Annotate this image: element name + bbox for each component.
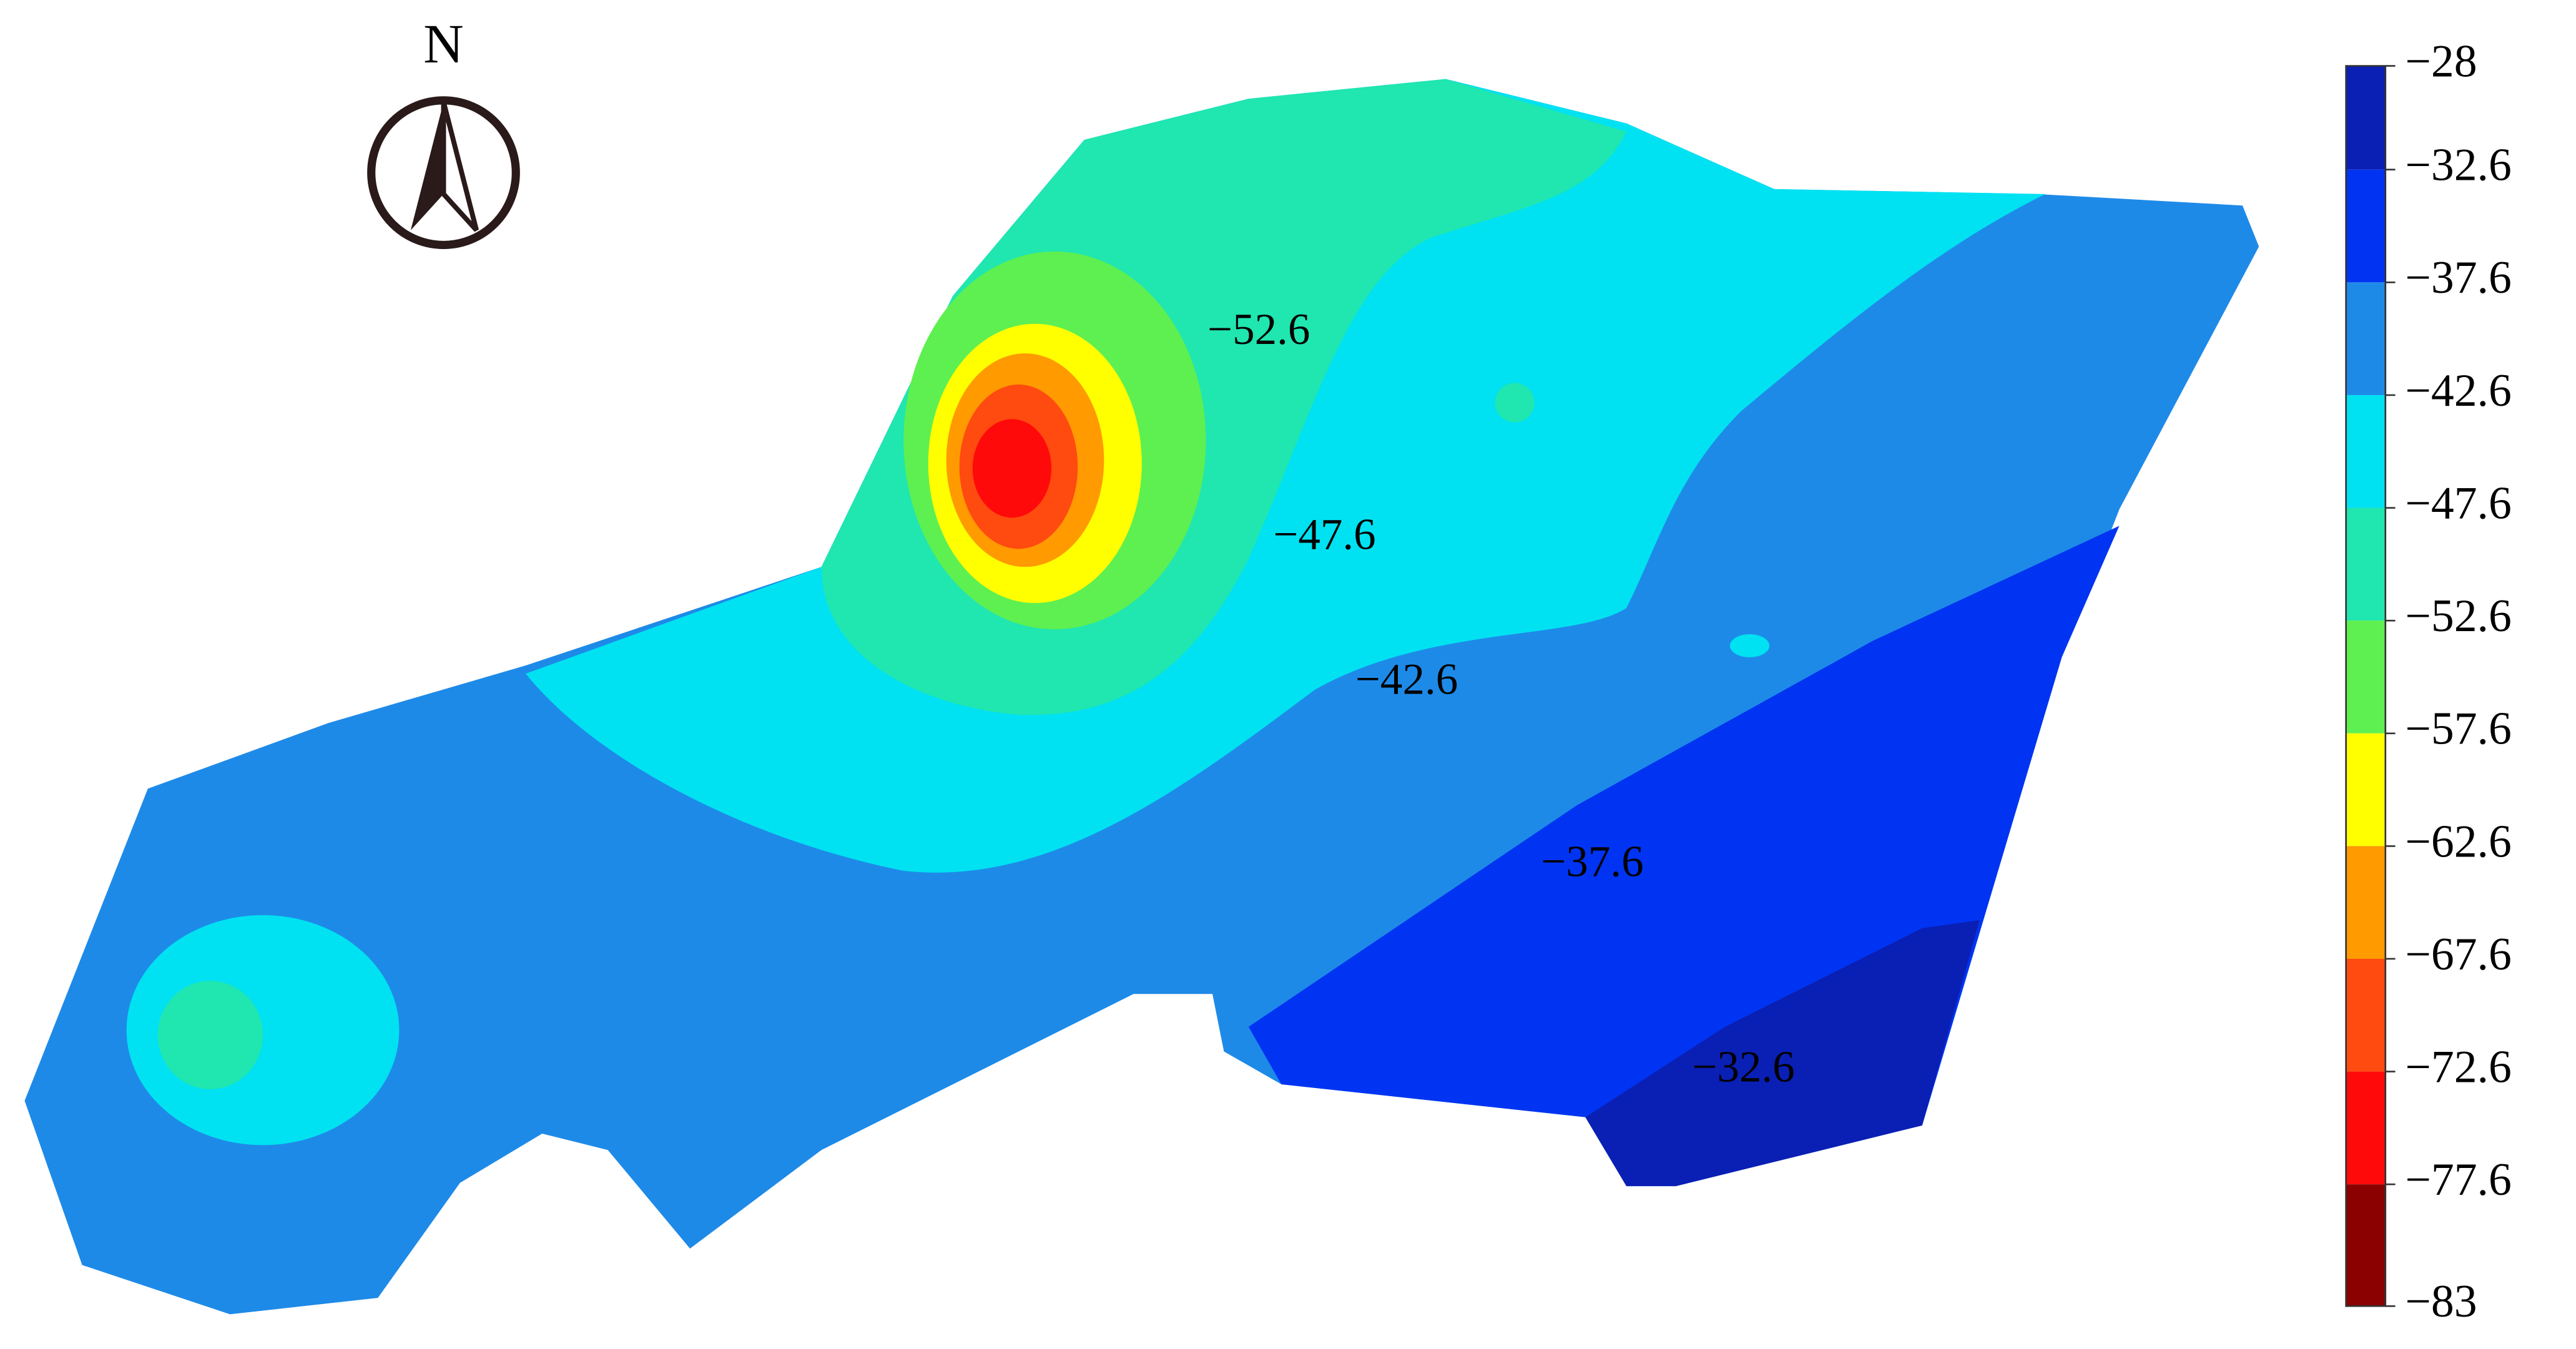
colorbar-tick-label: −52.6: [2405, 590, 2511, 641]
colorbar-tick-label: −57.6: [2405, 703, 2511, 754]
colorbar-band: [2346, 1184, 2386, 1307]
colorbar-band: [2346, 282, 2386, 395]
contour-label: −37.6: [1541, 837, 1643, 886]
colorbar-band: [2346, 508, 2386, 621]
colorbar-band: [2346, 66, 2386, 170]
colorbar-tick-label: −83: [2405, 1275, 2477, 1327]
colorbar-tick-label: −72.6: [2405, 1041, 2511, 1092]
contour-label: −42.6: [1355, 655, 1458, 704]
colorbar-band: [2346, 733, 2386, 846]
colorbar-band: [2346, 169, 2386, 283]
contour-label: −52.6: [1207, 305, 1310, 354]
contour-band: [126, 915, 400, 1145]
colorbar-band: [2346, 846, 2386, 959]
colorbar-tick-label: −42.6: [2405, 365, 2511, 416]
contour-band: [1585, 920, 1980, 1187]
compass-needle: [441, 101, 479, 232]
colorbar: −28 −32.6 −37.6 −42.6 −47.6 −52.6 −57.6 −62.6 −6…: [2345, 35, 2512, 1327]
contour-band: [157, 981, 263, 1089]
colorbar-tick-label: −77.6: [2405, 1154, 2511, 1205]
colorbar-band: [2346, 395, 2386, 508]
contour-band: [972, 419, 1052, 518]
colorbar-tick-label: −37.6: [2405, 252, 2511, 303]
colorbar-band: [2346, 621, 2386, 733]
contour-spot: [1729, 634, 1769, 657]
contour-label: −32.6: [1692, 1042, 1794, 1091]
colorbar-tick-label: −28: [2405, 35, 2477, 86]
compass-ring: [367, 96, 520, 249]
colorbar-frame: [2345, 65, 2387, 1307]
contour-map: [24, 79, 2259, 1315]
colorbar-tick-label: −47.6: [2405, 477, 2511, 528]
colorbar-tick-label: −32.6: [2405, 139, 2511, 190]
north-label: N: [423, 13, 464, 75]
contour-label: −47.6: [1273, 511, 1375, 559]
compass-needle: [410, 102, 444, 230]
colorbar-band: [2346, 1071, 2386, 1185]
contour-spot: [1495, 383, 1535, 423]
colorbar-tick-label: −62.6: [2405, 815, 2511, 866]
colorbar-band: [2346, 958, 2386, 1072]
north-arrow: N: [367, 13, 520, 249]
colorbar-tick-label: −67.6: [2405, 928, 2511, 979]
